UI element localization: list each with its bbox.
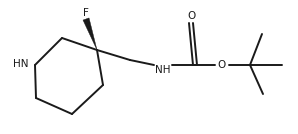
Polygon shape (83, 18, 97, 50)
Text: HN: HN (13, 59, 29, 69)
Text: O: O (187, 11, 195, 21)
Text: O: O (218, 60, 226, 70)
Text: NH: NH (155, 65, 171, 75)
Text: F: F (83, 8, 89, 18)
